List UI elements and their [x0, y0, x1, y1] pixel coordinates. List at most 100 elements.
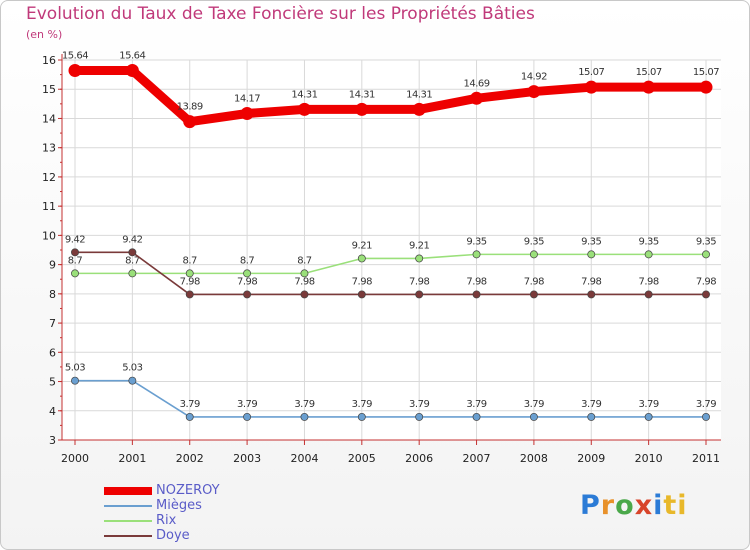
point-doye-2006	[415, 290, 424, 299]
data-label-rix-2003: 8.7	[240, 255, 255, 266]
tick-label-y-4: 4	[49, 405, 56, 418]
legend-swatch-rix	[104, 520, 152, 522]
data-label-mieges-2000: 5.03	[65, 363, 85, 374]
data-label-doye-2004: 7.98	[294, 276, 314, 287]
data-label-rix-2002: 8.7	[183, 255, 198, 266]
point-doye-2011	[702, 290, 710, 299]
legend-swatch-nozeroy	[104, 487, 152, 495]
data-label-rix-2005: 9.21	[352, 240, 372, 251]
point-mieges-2008	[529, 412, 538, 421]
point-nozeroy-2005	[355, 102, 369, 116]
data-label-mieges-2007: 3.79	[466, 399, 486, 410]
legend-swatch-doye	[104, 535, 152, 537]
tick-label-y-10: 10	[42, 229, 56, 242]
data-label-mieges-2004: 3.79	[294, 399, 314, 410]
point-rix-2005	[357, 254, 366, 263]
tick-label-y-5: 5	[49, 376, 56, 389]
data-label-rix-2008: 9.35	[524, 236, 544, 247]
tick-label-x-2003: 2003	[233, 452, 261, 465]
tick-label-y-6: 6	[49, 346, 56, 359]
data-label-doye-2009: 7.98	[581, 276, 601, 287]
point-rix-2006	[415, 254, 424, 263]
data-label-nozeroy-2004: 14.31	[291, 89, 317, 100]
data-label-mieges-2006: 3.79	[409, 399, 429, 410]
tick-label-x-2006: 2006	[405, 452, 433, 465]
legend-label-rix: Rix	[156, 513, 177, 528]
data-label-rix-2007: 9.35	[466, 236, 486, 247]
point-rix-2011	[702, 250, 710, 259]
chart-title: Evolution du Taux de Taxe Foncière sur l…	[26, 4, 535, 24]
point-rix-2001	[128, 269, 137, 278]
tick-label-x-2009: 2009	[577, 452, 605, 465]
point-doye-2007	[472, 290, 481, 299]
series-line-mieges	[74, 379, 707, 418]
point-doye-2008	[529, 290, 538, 299]
data-label-mieges-2010: 3.79	[639, 399, 659, 410]
data-label-mieges-2005: 3.79	[352, 399, 372, 410]
proxiti-logo: Proxiti	[580, 490, 688, 521]
point-mieges-2011	[702, 412, 710, 421]
data-label-nozeroy-2008: 14.92	[521, 72, 547, 83]
legend-item-doye: Doye	[104, 528, 220, 543]
point-nozeroy-2007	[470, 91, 484, 105]
tick-label-x-2001: 2001	[118, 452, 146, 465]
data-label-rix-2000: 8.7	[68, 255, 83, 266]
series-line-rix	[74, 253, 707, 275]
legend-label-nozeroy: NOZEROY	[156, 483, 220, 498]
tick-label-x-2010: 2010	[635, 452, 663, 465]
point-mieges-2005	[357, 412, 366, 421]
point-nozeroy-2003	[240, 106, 254, 120]
data-label-doye-2010: 7.98	[639, 276, 659, 287]
point-nozeroy-2001	[125, 64, 139, 78]
tick-label-x-2000: 2000	[61, 452, 89, 465]
tick-label-x-2002: 2002	[176, 452, 204, 465]
point-nozeroy-2002	[183, 115, 197, 129]
plot-area	[62, 60, 721, 440]
point-doye-2000	[71, 248, 79, 257]
data-label-doye-2002: 7.98	[180, 276, 200, 287]
point-rix-2002	[185, 269, 194, 278]
data-label-rix-2004: 8.7	[297, 255, 312, 266]
data-label-mieges-2008: 3.79	[524, 399, 544, 410]
tick-label-y-11: 11	[42, 200, 56, 213]
point-rix-2007	[472, 250, 481, 259]
data-label-nozeroy-2003: 14.17	[234, 93, 260, 104]
data-label-mieges-2003: 3.79	[237, 399, 257, 410]
point-nozeroy-2004	[297, 102, 311, 116]
point-doye-2001	[128, 248, 137, 257]
point-mieges-2003	[243, 412, 252, 421]
legend-item-mieges: Mièges	[104, 498, 220, 513]
series-line-nozeroy	[70, 66, 711, 127]
point-nozeroy-2009	[584, 80, 598, 94]
data-label-rix-2009: 9.35	[581, 236, 601, 247]
point-nozeroy-2000	[68, 64, 82, 78]
data-label-rix-2010: 9.35	[639, 236, 659, 247]
legend-item-nozeroy: NOZEROY	[104, 483, 220, 498]
point-mieges-2006	[415, 412, 424, 421]
tick-label-y-14: 14	[42, 112, 56, 125]
data-label-nozeroy-2002: 13.89	[177, 102, 203, 113]
point-rix-2008	[529, 250, 538, 259]
series-line-doye	[74, 251, 707, 296]
point-mieges-2010	[644, 412, 653, 421]
tick-label-y-12: 12	[42, 171, 56, 184]
data-label-doye-2000: 9.42	[65, 234, 85, 245]
data-label-doye-2006: 7.98	[409, 276, 429, 287]
point-doye-2003	[243, 290, 252, 299]
y-axis-unit: (en %)	[26, 28, 63, 41]
tick-label-y-7: 7	[49, 317, 56, 330]
legend-label-doye: Doye	[156, 528, 190, 543]
tick-label-x-2008: 2008	[520, 452, 548, 465]
point-nozeroy-2010	[642, 80, 656, 94]
point-mieges-2001	[128, 376, 137, 385]
tick-label-x-2011: 2011	[692, 452, 720, 465]
data-label-nozeroy-2000: 15.64	[62, 51, 88, 62]
point-mieges-2007	[472, 412, 481, 421]
point-mieges-2000	[71, 376, 79, 385]
point-rix-2010	[644, 250, 653, 259]
point-doye-2004	[300, 290, 309, 299]
point-nozeroy-2006	[412, 102, 426, 116]
point-doye-2009	[587, 290, 596, 299]
tick-label-y-9: 9	[49, 259, 56, 272]
